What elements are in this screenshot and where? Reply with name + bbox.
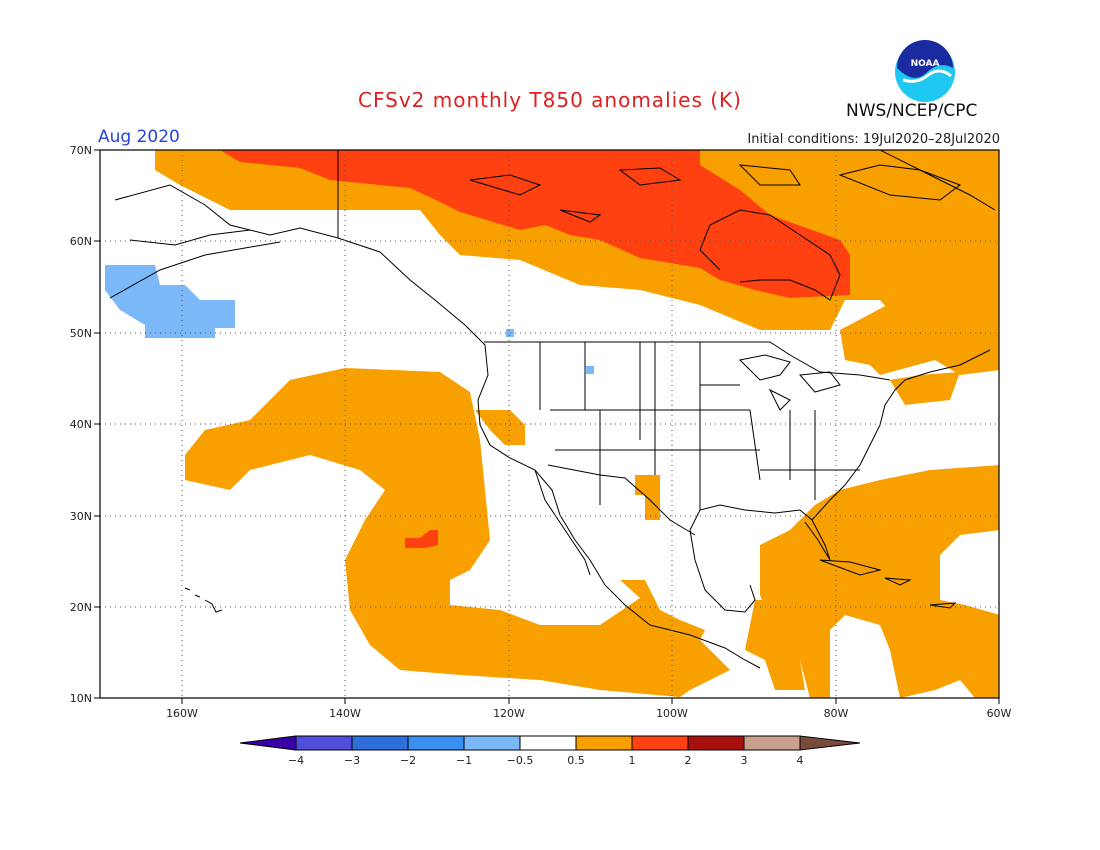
- lat-label-10n: 10N: [70, 692, 92, 705]
- greenland-coast: [879, 150, 996, 211]
- baja-peninsula: [534, 469, 591, 576]
- legend-swatch: [519, 735, 577, 751]
- initial-conditions: Initial conditions: 19Jul2020–28Jul2020: [747, 132, 1000, 147]
- gulf-coastline: [689, 504, 831, 613]
- lat-label-60n: 60N: [70, 235, 92, 248]
- warm-anomaly-eastern-canada: [840, 245, 999, 375]
- warm-anomaly-atlantic: [760, 465, 999, 698]
- coastlines: [109, 150, 996, 669]
- hudson-bay: [699, 209, 841, 301]
- legend-arrow-high: [799, 735, 861, 751]
- legend-label: −2: [400, 754, 416, 767]
- lat-label-40n: 40N: [70, 418, 92, 431]
- hawaii-islands: [184, 587, 223, 613]
- lat-label-20n: 20N: [70, 601, 92, 614]
- legend-label: 4: [797, 754, 804, 767]
- atlantic-coastline: [811, 349, 991, 521]
- legend-swatch: [631, 735, 689, 751]
- us-state-lines: [539, 342, 860, 510]
- lon-label-80w: 80W: [824, 707, 849, 720]
- legend-label: 2: [685, 754, 692, 767]
- lon-label-120w: 120W: [493, 707, 525, 720]
- warm-anomaly-small-sw: [475, 410, 525, 445]
- lat-label-30n: 30N: [70, 510, 92, 523]
- legend-swatch: [295, 735, 353, 751]
- legend-label: −1: [456, 754, 472, 767]
- legend-swatch: [351, 735, 409, 751]
- us-canada-border: [484, 341, 891, 381]
- legend-swatch: [575, 735, 633, 751]
- cool-anomaly-aleutians: [105, 265, 235, 338]
- anomaly-shading-cool: [105, 265, 594, 374]
- legend-label: 1: [629, 754, 636, 767]
- lat-label-70n: 70N: [70, 144, 92, 157]
- legend-swatch: [743, 735, 801, 751]
- cool-anomaly-spot-2: [586, 366, 594, 374]
- legend-arrow-low: [239, 735, 297, 751]
- legend-label: 3: [741, 754, 748, 767]
- legend-label: −0.5: [507, 754, 534, 767]
- legend-swatch: [463, 735, 521, 751]
- legend-swatch: [687, 735, 745, 751]
- lat-label-50n: 50N: [70, 327, 92, 340]
- us-mexico-border: [547, 464, 696, 536]
- noaa-logo: NOAA: [895, 40, 955, 102]
- strong-warm-anomaly-canada: [220, 150, 850, 298]
- great-lakes: [738, 354, 841, 411]
- legend-label: −3: [344, 754, 360, 767]
- warm-anomaly-pacific: [185, 368, 730, 697]
- logo-text: NOAA: [911, 59, 940, 69]
- lon-label-100w: 100W: [656, 707, 688, 720]
- agency-label: NWS/NCEP/CPC: [846, 101, 978, 121]
- legend-swatch: [407, 735, 465, 751]
- lon-label-140w: 140W: [329, 707, 361, 720]
- warm-anomaly-new-england: [890, 372, 960, 405]
- arctic-islands: [469, 164, 962, 223]
- legend-label: 0.5: [567, 754, 585, 767]
- legend-label: −4: [288, 754, 304, 767]
- warm-anomaly-mexico-coast: [620, 580, 705, 640]
- warm-anomaly-central-america: [745, 600, 805, 690]
- color-legend: [239, 735, 861, 751]
- strong-warm-anomaly-pacific: [405, 530, 438, 548]
- forecast-period: Aug 2020: [98, 127, 180, 147]
- graticule: [100, 150, 999, 698]
- lon-label-160w: 160W: [166, 707, 198, 720]
- map-title: CFSv2 monthly T850 anomalies (K): [358, 88, 742, 112]
- anomaly-shading-warm-2: [220, 150, 850, 548]
- lon-label-60w: 60W: [987, 707, 1012, 720]
- alaska-coastline: [109, 150, 339, 299]
